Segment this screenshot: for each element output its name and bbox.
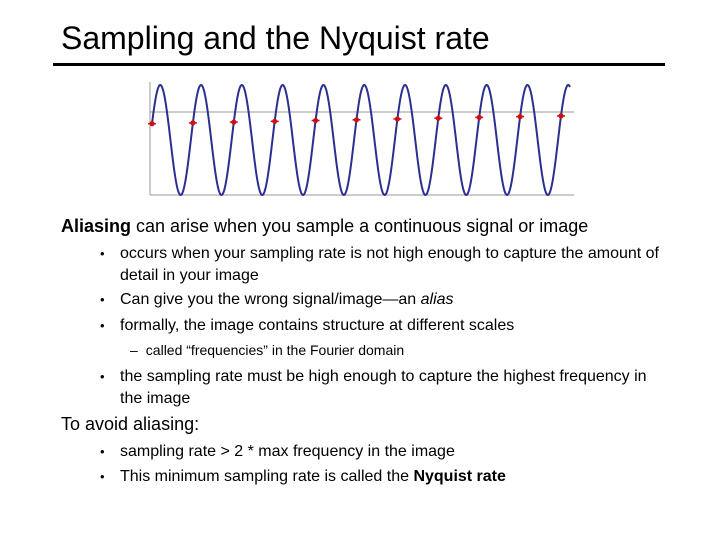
sine-wave-sampling-graphic (148, 82, 574, 197)
bullet-dot: • (100, 292, 105, 307)
list-item: • Can give you the wrong signal/image—an… (100, 289, 670, 311)
bullet-dot: • (100, 444, 105, 459)
nyquist-rate-term: Nyquist rate (413, 468, 506, 485)
title-underline (53, 63, 665, 66)
list-item: • This minimum sampling rate is called t… (100, 466, 670, 488)
bullet-dot: • (100, 246, 105, 261)
bullet-text-wrap: Can give you the wrong signal/image—an a… (120, 289, 670, 311)
aliasing-term: Aliasing (61, 216, 132, 236)
avoid-aliasing-heading: To avoid aliasing: (61, 414, 200, 434)
aliasing-lead: Aliasing can arise when you sample a con… (61, 215, 588, 237)
aliasing-lead-text: can arise when you sample a continuous s… (131, 216, 589, 236)
bullet-dot: • (100, 369, 105, 384)
list-item: • the sampling rate must be high enough … (100, 366, 670, 410)
bullet-dot: • (100, 318, 105, 333)
bullet-text: Can give you the wrong signal/image—an (120, 291, 421, 308)
sample-points (148, 113, 565, 127)
list-item: • occurs when your sampling rate is not … (100, 243, 670, 287)
bullet-text-wrap: This minimum sampling rate is called the… (120, 466, 670, 488)
sampling-figure (146, 78, 576, 198)
sub-bullet-text: called “frequencies” in the Fourier doma… (145, 342, 405, 358)
list-item: • sampling rate > 2 * max frequency in t… (100, 441, 670, 463)
list-item: • formally, the image contains structure… (100, 315, 670, 337)
bullet-text: sampling rate > 2 * max frequency in the… (120, 443, 455, 460)
bullet-text: formally, the image contains structure a… (120, 317, 515, 334)
alias-word: alias (420, 291, 454, 308)
slide-title: Sampling and the Nyquist rate (61, 20, 490, 56)
sub-list-item: – called “frequencies” in the Fourier dom… (130, 341, 404, 359)
bullet-dot: • (100, 469, 105, 484)
bullet-text: the sampling rate must be high enough to… (120, 368, 647, 407)
bullet-text: This minimum sampling rate is called the (120, 468, 414, 485)
sine-wave-signal (151, 83, 571, 197)
bullet-text: occurs when your sampling rate is not hi… (120, 245, 659, 284)
sub-bullet-dash: – (130, 342, 138, 358)
